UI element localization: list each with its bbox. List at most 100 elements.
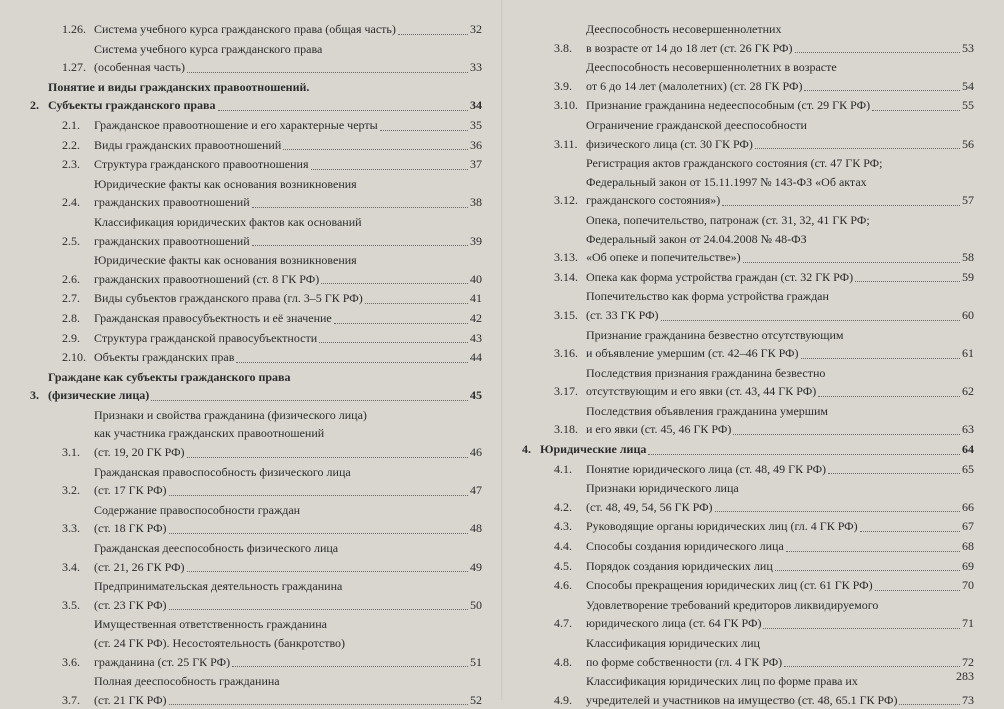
leader-dots bbox=[398, 34, 468, 35]
entry-page: 59 bbox=[962, 268, 974, 287]
entry-line: Граждане как субъекты гражданского права bbox=[48, 368, 482, 387]
sub-entry: 3.16.Признание гражданина безвестно отсу… bbox=[522, 326, 974, 363]
entry-lastline: Субъекты гражданского права34 bbox=[48, 96, 482, 115]
sub-entry: 1.26.Система учебного курса гражданского… bbox=[30, 20, 482, 39]
entry-page: 33 bbox=[470, 58, 482, 77]
leader-dots bbox=[252, 207, 468, 208]
entry-lastline: Система учебного курса гражданского прав… bbox=[94, 20, 482, 39]
entry-number: 3.12. bbox=[554, 191, 586, 210]
entry-title: Виды гражданских правоотношений bbox=[94, 136, 281, 155]
entry-line: Удовлетворение требований кредиторов лик… bbox=[586, 596, 974, 615]
leader-dots bbox=[818, 396, 960, 397]
entry-page: 53 bbox=[962, 39, 974, 58]
entry-text: Гражданская правосубъектность и её значе… bbox=[94, 309, 482, 328]
entry-page: 36 bbox=[470, 136, 482, 155]
entry-title: (ст. 21, 26 ГК РФ) bbox=[94, 558, 185, 577]
entry-number: 4.7. bbox=[554, 614, 586, 633]
entry-page: 45 bbox=[470, 386, 482, 405]
entry-page: 40 bbox=[470, 270, 482, 289]
sub-entry: 3.4.Гражданская дееспособность физическо… bbox=[30, 539, 482, 576]
leader-dots bbox=[786, 551, 960, 552]
entry-text: Полная дееспособность гражданина(ст. 21 … bbox=[94, 672, 482, 709]
entry-title: (ст. 18 ГК РФ) bbox=[94, 519, 167, 538]
entry-lastline: от 6 до 14 лет (малолетних) (ст. 28 ГК Р… bbox=[586, 77, 974, 96]
entry-text: Руководящие органы юридических лиц (гл. … bbox=[586, 517, 974, 536]
sub-entry: 4.8.Классификация юридических лицпо форм… bbox=[522, 634, 974, 671]
sub-entry: 4.2.Признаки юридического лица(ст. 48, 4… bbox=[522, 479, 974, 516]
entry-text: Дееспособность несовершеннолетних в возр… bbox=[586, 58, 974, 95]
entry-lastline: (ст. 19, 20 ГК РФ)46 bbox=[94, 443, 482, 462]
entry-number: 4.8. bbox=[554, 653, 586, 672]
entry-number: 2.4. bbox=[62, 193, 94, 212]
entry-title: Способы прекращения юридических лиц (ст.… bbox=[586, 576, 873, 595]
entry-lastline: гражданского состояния»)57 bbox=[586, 191, 974, 210]
entry-lastline: (ст. 17 ГК РФ)47 bbox=[94, 481, 482, 500]
leader-dots bbox=[319, 342, 468, 343]
entry-lastline: гражданских правоотношений 39 bbox=[94, 232, 482, 251]
entry-page: 43 bbox=[470, 329, 482, 348]
sub-entry: 2.8.Гражданская правосубъектность и её з… bbox=[30, 309, 482, 328]
entry-lastline: (физические лица)45 bbox=[48, 386, 482, 405]
entry-text: Юридические факты как основания возникно… bbox=[94, 251, 482, 288]
sub-entry: 3.13.Опека, попечительство, патронаж (ст… bbox=[522, 211, 974, 267]
sub-entry: 3.17.Последствия признания гражданина бе… bbox=[522, 364, 974, 401]
entry-number: 4.2. bbox=[554, 498, 586, 517]
entry-title: гражданина (ст. 25 ГК РФ) bbox=[94, 653, 230, 672]
entry-text: Имущественная ответственность гражданина… bbox=[94, 615, 482, 671]
entry-page: 39 bbox=[470, 232, 482, 251]
sub-entry: 3.8.Дееспособность несовершеннолетнихв в… bbox=[522, 20, 974, 57]
entry-text: Юридические лица64 bbox=[540, 440, 974, 459]
entry-page: 69 bbox=[962, 557, 974, 576]
entry-lastline: отсутствующим и его явки (ст. 43, 44 ГК … bbox=[586, 382, 974, 401]
entry-title: физического лица (ст. 30 ГК РФ) bbox=[586, 135, 753, 154]
entry-title: Способы создания юридического лица bbox=[586, 537, 784, 556]
leader-dots bbox=[334, 323, 468, 324]
entry-text: Юридические факты как основания возникно… bbox=[94, 175, 482, 212]
entry-text: Система учебного курса гражданского прав… bbox=[94, 20, 482, 39]
entry-line: Федеральный закон от 15.11.1997 № 143-ФЗ… bbox=[586, 173, 974, 192]
entry-page: 34 bbox=[470, 96, 482, 115]
entry-line: Последствия объявления гражданина умерши… bbox=[586, 402, 974, 421]
leader-dots bbox=[380, 130, 468, 131]
entry-page: 65 bbox=[962, 460, 974, 479]
entry-page: 44 bbox=[470, 348, 482, 367]
entry-lastline: Гражданское правоотношение и его характе… bbox=[94, 116, 482, 135]
sub-entry: 4.7.Удовлетворение требований кредиторов… bbox=[522, 596, 974, 633]
leader-dots bbox=[169, 609, 468, 610]
entry-title: и объявление умершим (ст. 42–46 ГК РФ) bbox=[586, 344, 799, 363]
entry-number: 2.1. bbox=[62, 116, 94, 135]
entry-number: 3. bbox=[30, 386, 48, 405]
entry-lastline: физического лица (ст. 30 ГК РФ)56 bbox=[586, 135, 974, 154]
entry-lastline: (ст. 21, 26 ГК РФ)49 bbox=[94, 558, 482, 577]
entry-number: 3.11. bbox=[554, 135, 586, 154]
entry-line: Последствия признания гражданина безвест… bbox=[586, 364, 974, 383]
entry-title: (ст. 17 ГК РФ) bbox=[94, 481, 167, 500]
entry-title: Структура гражданской правосубъектности bbox=[94, 329, 317, 348]
sub-entry: 4.3.Руководящие органы юридических лиц (… bbox=[522, 517, 974, 536]
entry-line: Регистрация актов гражданского состояния… bbox=[586, 154, 974, 173]
entry-page: 66 bbox=[962, 498, 974, 517]
entry-title: Признание гражданина недееспособным (ст.… bbox=[586, 96, 870, 115]
chapter-entry: 2.Понятие и виды гражданских правоотноше… bbox=[30, 78, 482, 115]
entry-text: Удовлетворение требований кредиторов лик… bbox=[586, 596, 974, 633]
leader-dots bbox=[661, 320, 960, 321]
entry-title: юридического лица (ст. 64 ГК РФ) bbox=[586, 614, 761, 633]
entry-text: Классификация юридических фактов как осн… bbox=[94, 213, 482, 250]
entry-lastline: (ст. 23 ГК РФ)50 bbox=[94, 596, 482, 615]
entry-line: Классификация юридических фактов как осн… bbox=[94, 213, 482, 232]
entry-number: 2.6. bbox=[62, 270, 94, 289]
sub-entry: 1.27.Система учебного курса гражданского… bbox=[30, 40, 482, 77]
entry-number: 3.6. bbox=[62, 653, 94, 672]
entry-page: 35 bbox=[470, 116, 482, 135]
entry-number: 3.4. bbox=[62, 558, 94, 577]
entry-number: 3.9. bbox=[554, 77, 586, 96]
leader-dots bbox=[872, 110, 960, 111]
entry-title: «Об опеке и попечительстве») bbox=[586, 248, 741, 267]
entry-line: Признаки юридического лица bbox=[586, 479, 974, 498]
leader-dots bbox=[218, 110, 468, 111]
entry-text: Предпринимательская деятельность граждан… bbox=[94, 577, 482, 614]
entry-line: (ст. 24 ГК РФ). Несостоятельность (банкр… bbox=[94, 634, 482, 653]
leader-dots bbox=[187, 571, 468, 572]
entry-title: гражданских правоотношений bbox=[94, 232, 250, 251]
entry-number: 2.8. bbox=[62, 309, 94, 328]
